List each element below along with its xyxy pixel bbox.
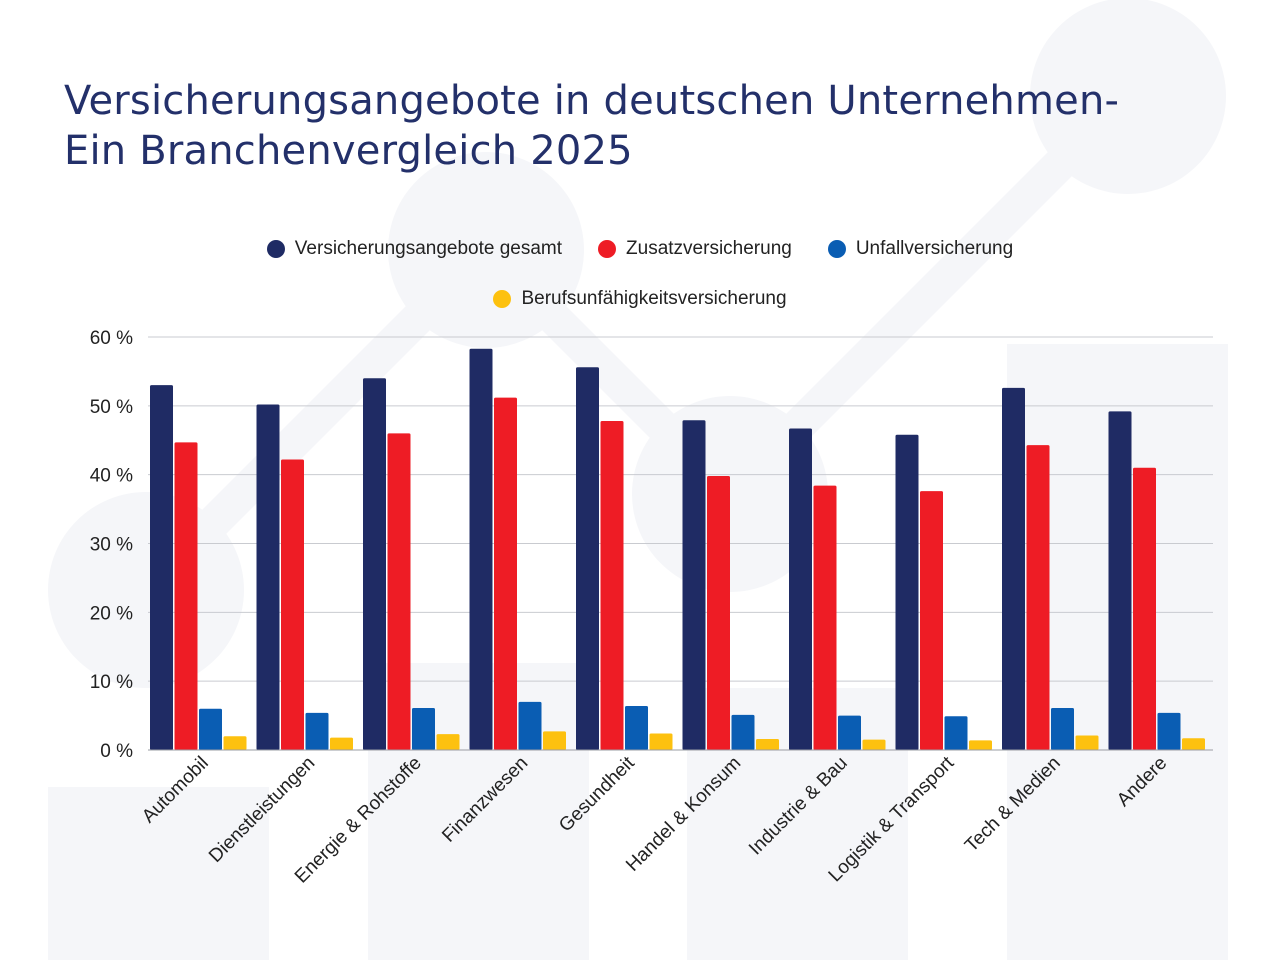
bar-1-7 bbox=[789, 428, 812, 750]
bar-3-1 bbox=[199, 708, 222, 750]
legend-dot-unfall bbox=[827, 240, 846, 258]
bar-3-7 bbox=[838, 715, 861, 750]
y-tick-label: 30 % bbox=[90, 535, 133, 556]
bar-3-2 bbox=[305, 712, 329, 750]
legend-label-unfall: Unfallversicherung bbox=[855, 238, 1014, 259]
y-tick-label: 10 % bbox=[90, 672, 133, 693]
legend-row-1: Versicherungsangebote gesamt Zusatzversi… bbox=[0, 232, 1280, 266]
chart-legend: Versicherungsangebote gesamt Zusatzversi… bbox=[0, 232, 1280, 332]
bar-1-1 bbox=[150, 385, 173, 750]
legend-dot-zusatz bbox=[598, 240, 617, 258]
bar-4-9 bbox=[1075, 735, 1099, 750]
bar-2-9 bbox=[1026, 445, 1050, 750]
bar-4-1 bbox=[223, 736, 247, 750]
bar-4-5 bbox=[649, 733, 673, 750]
bar-1-8 bbox=[895, 434, 919, 750]
bar-4-8 bbox=[969, 740, 992, 750]
x-tick-label: Gesundheit bbox=[555, 752, 639, 836]
y-axis-ticks: 0 % 10 % 20 % 30 % 40 % 50 % 60 % bbox=[90, 328, 133, 762]
bar-4-7 bbox=[862, 739, 886, 750]
x-tick-label: Andere bbox=[1113, 753, 1171, 811]
bar-2-10 bbox=[1133, 467, 1156, 750]
bar-1-5 bbox=[576, 367, 599, 750]
bar-2-3 bbox=[387, 433, 411, 750]
y-tick-label: 0 % bbox=[100, 741, 133, 762]
bar-4-4 bbox=[543, 731, 566, 750]
bar-1-3 bbox=[363, 378, 386, 750]
x-tick-label: Finanzwesen bbox=[438, 753, 532, 847]
bar-2-5 bbox=[600, 420, 624, 750]
x-tick-label: Automobil bbox=[138, 753, 213, 828]
bar-2-1 bbox=[174, 442, 198, 750]
bar-2-4 bbox=[494, 397, 517, 750]
bar-3-10 bbox=[1157, 712, 1181, 750]
y-tick-label: 60 % bbox=[90, 328, 133, 349]
bar-2-7 bbox=[813, 485, 837, 750]
bar-4-3 bbox=[436, 734, 460, 750]
y-tick-label: 40 % bbox=[90, 466, 133, 487]
bar-3-6 bbox=[731, 714, 755, 750]
bar-2-6 bbox=[707, 476, 730, 750]
bar-2-8 bbox=[920, 491, 943, 750]
bar-2-2 bbox=[281, 459, 304, 750]
bar-3-4 bbox=[518, 701, 542, 750]
bar-1-4 bbox=[469, 348, 493, 750]
bar-4-6 bbox=[756, 738, 779, 750]
legend-dot-gesamt bbox=[266, 240, 285, 258]
legend-item-unfall: Unfallversicherung bbox=[827, 238, 1014, 260]
bar-1-2 bbox=[256, 404, 280, 750]
bar-3-5 bbox=[625, 705, 648, 750]
bar-3-8 bbox=[944, 716, 968, 750]
chart-title-line-2: Ein Branchenvergleich 2025 bbox=[64, 128, 633, 174]
y-tick-label: 50 % bbox=[90, 397, 133, 418]
legend-label-zusatz: Zusatzversicherung bbox=[626, 238, 792, 259]
gridlines bbox=[148, 336, 1213, 682]
legend-item-gesamt: Versicherungsangebote gesamt bbox=[266, 238, 563, 260]
bar-1-9 bbox=[1002, 387, 1025, 750]
bar-1-6 bbox=[682, 420, 706, 750]
legend-row-2: Berufsunfähigkeitsversicherung bbox=[0, 282, 1280, 316]
x-tick-label: Industrie & Bau bbox=[745, 753, 852, 860]
bar-3-9 bbox=[1051, 708, 1074, 750]
chart-title: Versicherungsangebote in deutschen Unter… bbox=[64, 76, 1119, 176]
bar-4-10 bbox=[1182, 738, 1205, 750]
bar-series bbox=[150, 348, 1205, 750]
bar-4-2 bbox=[330, 737, 353, 750]
chart-title-line-1: Versicherungsangebote in deutschen Unter… bbox=[64, 78, 1120, 124]
x-tick-label: Tech & Medien bbox=[961, 753, 1065, 857]
legend-dot-bu bbox=[493, 290, 512, 308]
bar-1-10 bbox=[1108, 411, 1132, 750]
bar-3-3 bbox=[412, 708, 435, 750]
y-tick-label: 20 % bbox=[90, 603, 133, 624]
legend-item-zusatz: Zusatzversicherung bbox=[598, 238, 792, 260]
x-tick-label: Dienstleistungen bbox=[205, 753, 319, 867]
legend-label-gesamt: Versicherungsangebote gesamt bbox=[294, 238, 563, 259]
legend-label-bu: Berufsunfähigkeitsversicherung bbox=[521, 288, 787, 309]
legend-item-bu: Berufsunfähigkeitsversicherung bbox=[493, 288, 787, 310]
x-tick-label: Handel & Konsum bbox=[622, 753, 745, 876]
